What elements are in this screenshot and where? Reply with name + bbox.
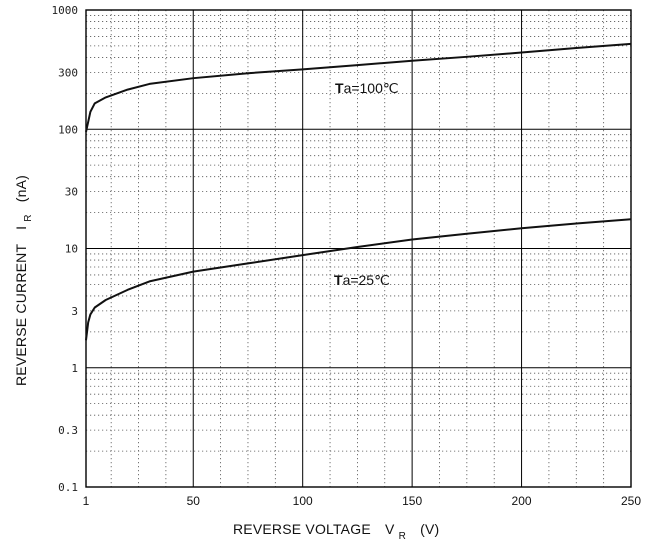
plot-frame — [85, 9, 632, 488]
series-label-text: a=25℃ — [343, 272, 390, 288]
data-curves — [85, 42, 632, 341]
minor-gridlines — [86, 10, 631, 487]
x-tick-label: 1 — [83, 494, 90, 508]
x-axis-title-symbol: V — [385, 521, 395, 537]
series-label-prefix: T — [335, 80, 344, 96]
y-tick-label: 100 — [58, 123, 78, 136]
x-axis-title: REVERSE VOLTAGE V R (V) — [233, 521, 439, 542]
x-tick-label: 50 — [187, 494, 201, 508]
y-tick-labels: 0.1 0.3 1 3 10 30 100 300 1000 — [52, 4, 79, 494]
y-tick-label: 0.1 — [58, 481, 78, 494]
series-label-1: Ta=25℃ — [334, 272, 390, 288]
x-tick-label: 250 — [621, 494, 641, 508]
y-axis-title-unit: (nA) — [13, 175, 29, 202]
y-tick-label: 300 — [58, 66, 78, 79]
x-axis-title-unit: (V) — [420, 521, 439, 537]
series-label-0: Ta=100℃ — [335, 80, 399, 96]
y-tick-label: 30 — [65, 186, 78, 199]
series-curve-1 — [85, 218, 632, 341]
y-axis-title-main: REVERSE CURRENT — [13, 244, 29, 386]
series-label-text: a=100℃ — [344, 80, 399, 96]
y-tick-label: 1 — [71, 362, 78, 375]
x-tick-label: 150 — [402, 494, 422, 508]
y-tick-label: 10 — [65, 243, 78, 256]
y-axis-title-symbol: I — [13, 226, 29, 230]
y-tick-label: 1000 — [52, 4, 79, 17]
series-label-prefix: T — [334, 272, 343, 288]
x-axis-title-subscript: R — [399, 531, 406, 542]
y-tick-label: 0.3 — [58, 424, 78, 437]
major-gridlines — [86, 10, 631, 487]
y-tick-label: 3 — [71, 305, 78, 318]
x-tick-label: 100 — [293, 494, 313, 508]
x-tick-labels: 1 50 100 150 200 250 — [83, 494, 642, 508]
series-curve-0 — [85, 42, 632, 133]
y-axis-title: REVERSE CURRENT I R (nA) — [13, 175, 34, 386]
x-tick-label: 200 — [512, 494, 532, 508]
x-axis-title-main: REVERSE VOLTAGE — [233, 521, 371, 537]
y-axis-title-subscript: R — [23, 214, 34, 221]
series-annotations: Ta=100℃Ta=25℃ — [334, 80, 399, 288]
